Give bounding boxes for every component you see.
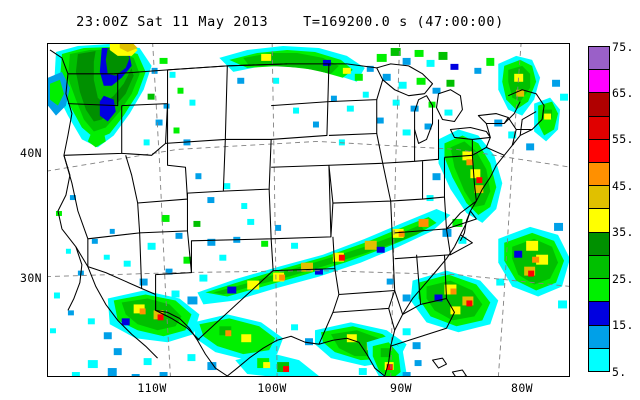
colorbar-band-10-15 (589, 325, 609, 349)
x-axis-tick-100w: 100W (257, 381, 287, 395)
colorbar-band-30-35 (589, 232, 609, 256)
colorbar-tick-15: 15. (612, 318, 634, 332)
colorbar-band-70-75 (589, 46, 609, 71)
echo-ozarks-tennessee-band (155, 209, 451, 308)
echo-high-plains (123, 173, 299, 286)
echo-mid-atlantic-band (426, 129, 503, 244)
map-coastlines-and-borders (49, 49, 545, 376)
reflectivity-colorbar (588, 46, 610, 372)
colorbar-band-20-25 (589, 279, 609, 303)
x-axis-tick-80w: 80W (511, 381, 533, 395)
echo-southeast (386, 270, 505, 333)
colorbar-band-25-30 (589, 255, 609, 280)
colorbar-band-45-50 (589, 163, 609, 187)
echo-northeast-coastal (474, 55, 569, 151)
colorbar-band-15-20 (589, 302, 609, 326)
x-axis-tick-90w: 90W (390, 381, 412, 395)
colorbar-tick-25: 25. (612, 272, 634, 286)
x-axis-tick-110w: 110W (137, 381, 167, 395)
colorbar-band-65-70 (589, 70, 609, 94)
colorbar-band-5-10 (589, 348, 609, 371)
colorbar-band-60-65 (589, 93, 609, 117)
colorbar-band-35-40 (589, 209, 609, 233)
colorbar-tick-55: 55. (612, 132, 634, 146)
echo-pacific-northwest (48, 44, 152, 148)
y-axis-tick-40n: 40N (20, 146, 42, 160)
echo-mexico-border (71, 360, 140, 376)
radar-reflectivity-layer (48, 44, 569, 376)
colorbar-tick-labels: 5. 15. 25. 35. 45. 55. 65. 75. (612, 40, 640, 379)
colorbar-tick-75: 75. (612, 40, 634, 54)
echo-great-lakes (293, 47, 459, 146)
lat-lon-gridlines (48, 44, 569, 376)
map-plot-frame (47, 43, 570, 377)
colorbar-tick-45: 45. (612, 179, 634, 193)
colorbar-band-50-55 (589, 139, 609, 164)
echo-southwest-sparse (49, 195, 115, 334)
colorbar-tick-65: 65. (612, 86, 634, 100)
colorbar-band-55-60 (589, 116, 609, 140)
echo-florida (358, 336, 422, 376)
y-axis-tick-30n: 30N (20, 271, 42, 285)
colorbar-band-40-45 (589, 186, 609, 210)
colorbar-tick-5: 5. (612, 365, 627, 379)
chart-title: 23:00Z Sat 11 May 2013 T=169200.0 s (47:… (76, 14, 504, 30)
echo-atlantic-offshore (498, 222, 569, 309)
radar-map-canvas (48, 44, 569, 376)
colorbar-tick-35: 35. (612, 225, 634, 239)
